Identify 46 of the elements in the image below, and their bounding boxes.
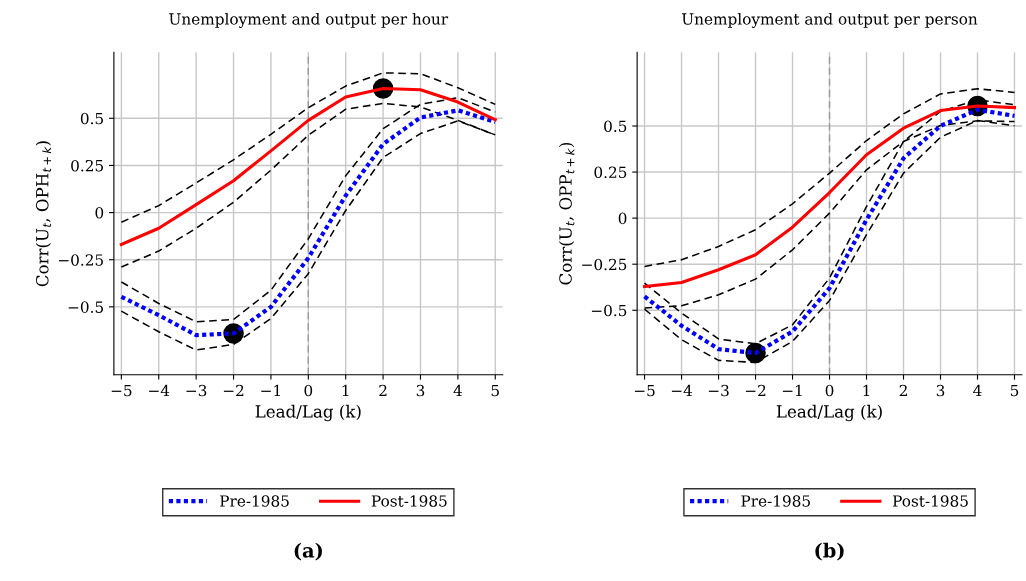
x-axis-title: Lead/Lag (k)	[776, 404, 882, 422]
x-tick-label: −1	[782, 384, 802, 397]
x-tick-label: 1	[342, 384, 349, 397]
x-tick-label: −4	[149, 384, 170, 397]
y-tick-label: 0.25	[71, 159, 103, 172]
x-tick-label: −2	[745, 384, 766, 397]
x-tick-label: −3	[708, 384, 729, 397]
y-tick-label: −0.5	[68, 301, 103, 313]
x-tick-label: −2	[223, 384, 244, 397]
x-tick-label: −3	[186, 384, 207, 397]
legend-label: Post-1985	[371, 495, 447, 507]
y-tick-label: 0	[618, 212, 627, 225]
x-tick-label: 4	[453, 384, 462, 397]
x-tick-label: 2	[379, 384, 387, 397]
x-tick-label: −4	[671, 384, 693, 397]
chart-title: Unemployment and output per person	[682, 12, 978, 28]
y-tick-label: −0.25	[582, 258, 627, 271]
chart-title: Unemployment and output per hour	[169, 12, 449, 28]
x-axis-title: Lead/Lag (k)	[255, 404, 361, 422]
y-tick-label: 0.5	[604, 120, 627, 133]
x-tick-label: 5	[491, 384, 499, 397]
legend-label: Post-1985	[892, 495, 968, 507]
y-tick-label: −0.25	[58, 254, 103, 266]
x-tick-label: 3	[936, 384, 945, 397]
x-tick-label: −1	[261, 384, 281, 397]
y-axis-title: Corr(U$_{t}$, OPH$_{t+k}$)	[35, 141, 52, 287]
x-tick-label: −5	[634, 384, 655, 397]
x-tick-label: −5	[111, 384, 132, 397]
y-tick-label: 0.5	[80, 112, 103, 125]
x-tick-label: 5	[1010, 384, 1019, 397]
y-tick-label: −0.5	[591, 304, 627, 317]
text: (a)	[294, 542, 322, 561]
text: (b)	[815, 542, 844, 561]
x-tick-label: 1	[863, 384, 870, 397]
x-tick-label: 3	[416, 384, 425, 397]
y-tick-label: 0	[95, 207, 104, 219]
legend-label: Pre-1985	[220, 495, 289, 507]
x-tick-label: 2	[899, 384, 907, 397]
line-series	[120, 72, 497, 223]
y-axis-title: Corr(U$_{t}$, OPP$_{t+k}$)	[558, 142, 575, 285]
legend-label: Pre-1985	[741, 495, 810, 507]
y-tick-label: 0.25	[594, 166, 627, 179]
x-tick-label: 0	[825, 384, 834, 397]
x-tick-label: 4	[973, 384, 982, 397]
x-tick-label: 0	[304, 384, 313, 397]
line-series	[643, 88, 1016, 268]
